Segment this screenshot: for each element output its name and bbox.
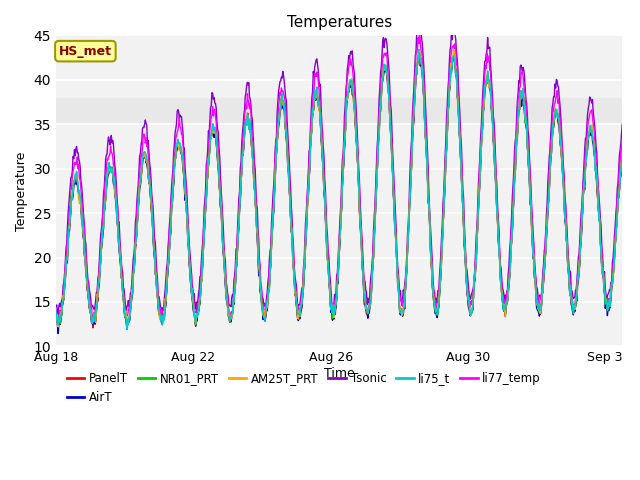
Tsonic (381, 36, 389, 41)
Line: AM25T_PRT: AM25T_PRT (56, 50, 622, 327)
AirT (415, 50, 423, 56)
li75_t (397, 310, 404, 316)
PanelT (416, 49, 424, 55)
NR01_PRT (123, 324, 131, 330)
AM25T_PRT (618, 150, 626, 156)
li75_t (52, 309, 60, 314)
li75_t (483, 80, 491, 85)
Bar (56, 97, 622, 124)
li77_temp (541, 244, 549, 250)
Tsonic (413, 26, 421, 32)
AM25T_PRT (483, 74, 491, 80)
li75_t (381, 63, 389, 69)
PanelT (413, 62, 421, 68)
Line: li75_t: li75_t (56, 50, 622, 329)
AM25T_PRT (397, 307, 404, 313)
PanelT (89, 325, 97, 331)
li75_t (87, 307, 95, 312)
Line: NR01_PRT: NR01_PRT (56, 49, 622, 327)
Title: Temperatures: Temperatures (287, 15, 392, 30)
li75_t (413, 60, 421, 65)
li77_temp (413, 46, 421, 51)
li77_temp (381, 53, 389, 59)
NR01_PRT (52, 311, 60, 317)
NR01_PRT (413, 60, 421, 66)
Tsonic (52, 303, 60, 309)
Line: PanelT: PanelT (56, 52, 622, 328)
Line: AirT: AirT (56, 53, 622, 334)
AirT (618, 154, 626, 159)
X-axis label: Time: Time (324, 367, 355, 380)
AirT (88, 319, 95, 325)
AirT (541, 259, 549, 264)
AirT (52, 315, 60, 321)
PanelT (381, 66, 389, 72)
Tsonic (397, 288, 404, 294)
PanelT (397, 311, 404, 317)
AirT (381, 66, 389, 72)
Line: li77_temp: li77_temp (56, 28, 622, 319)
AM25T_PRT (88, 315, 95, 321)
li77_temp (88, 316, 96, 322)
NR01_PRT (618, 152, 626, 157)
Line: Tsonic: Tsonic (56, 26, 622, 315)
AirT (397, 312, 404, 318)
AM25T_PRT (54, 324, 62, 330)
li75_t (618, 147, 626, 153)
li77_temp (87, 304, 95, 310)
Tsonic (618, 121, 626, 127)
PanelT (541, 258, 549, 264)
Tsonic (416, 24, 424, 29)
PanelT (87, 310, 95, 316)
AM25T_PRT (450, 47, 458, 53)
AM25T_PRT (381, 62, 389, 68)
li75_t (123, 326, 131, 332)
AM25T_PRT (52, 317, 60, 323)
li77_temp (416, 25, 424, 31)
NR01_PRT (541, 253, 549, 259)
AM25T_PRT (541, 254, 549, 260)
li75_t (541, 255, 549, 261)
li77_temp (618, 137, 626, 143)
Legend: PanelT, AirT, NR01_PRT, AM25T_PRT, Tsonic, li75_t, li77_temp: PanelT, AirT, NR01_PRT, AM25T_PRT, Tsoni… (62, 368, 546, 409)
AirT (413, 61, 421, 67)
li77_temp (397, 295, 404, 300)
Tsonic (483, 48, 491, 54)
AM25T_PRT (413, 60, 421, 65)
Tsonic (54, 312, 62, 318)
li77_temp (52, 307, 60, 313)
NR01_PRT (87, 308, 95, 313)
AirT (483, 80, 491, 86)
Y-axis label: Temperature: Temperature (15, 151, 28, 230)
NR01_PRT (415, 47, 423, 52)
Text: HS_met: HS_met (59, 45, 112, 58)
li77_temp (483, 50, 491, 56)
PanelT (618, 149, 626, 155)
Tsonic (88, 304, 95, 310)
li75_t (415, 47, 423, 53)
Tsonic (541, 243, 549, 249)
NR01_PRT (397, 308, 404, 314)
NR01_PRT (483, 81, 491, 87)
AirT (54, 331, 62, 336)
PanelT (483, 81, 491, 86)
PanelT (52, 315, 60, 321)
NR01_PRT (381, 62, 389, 68)
